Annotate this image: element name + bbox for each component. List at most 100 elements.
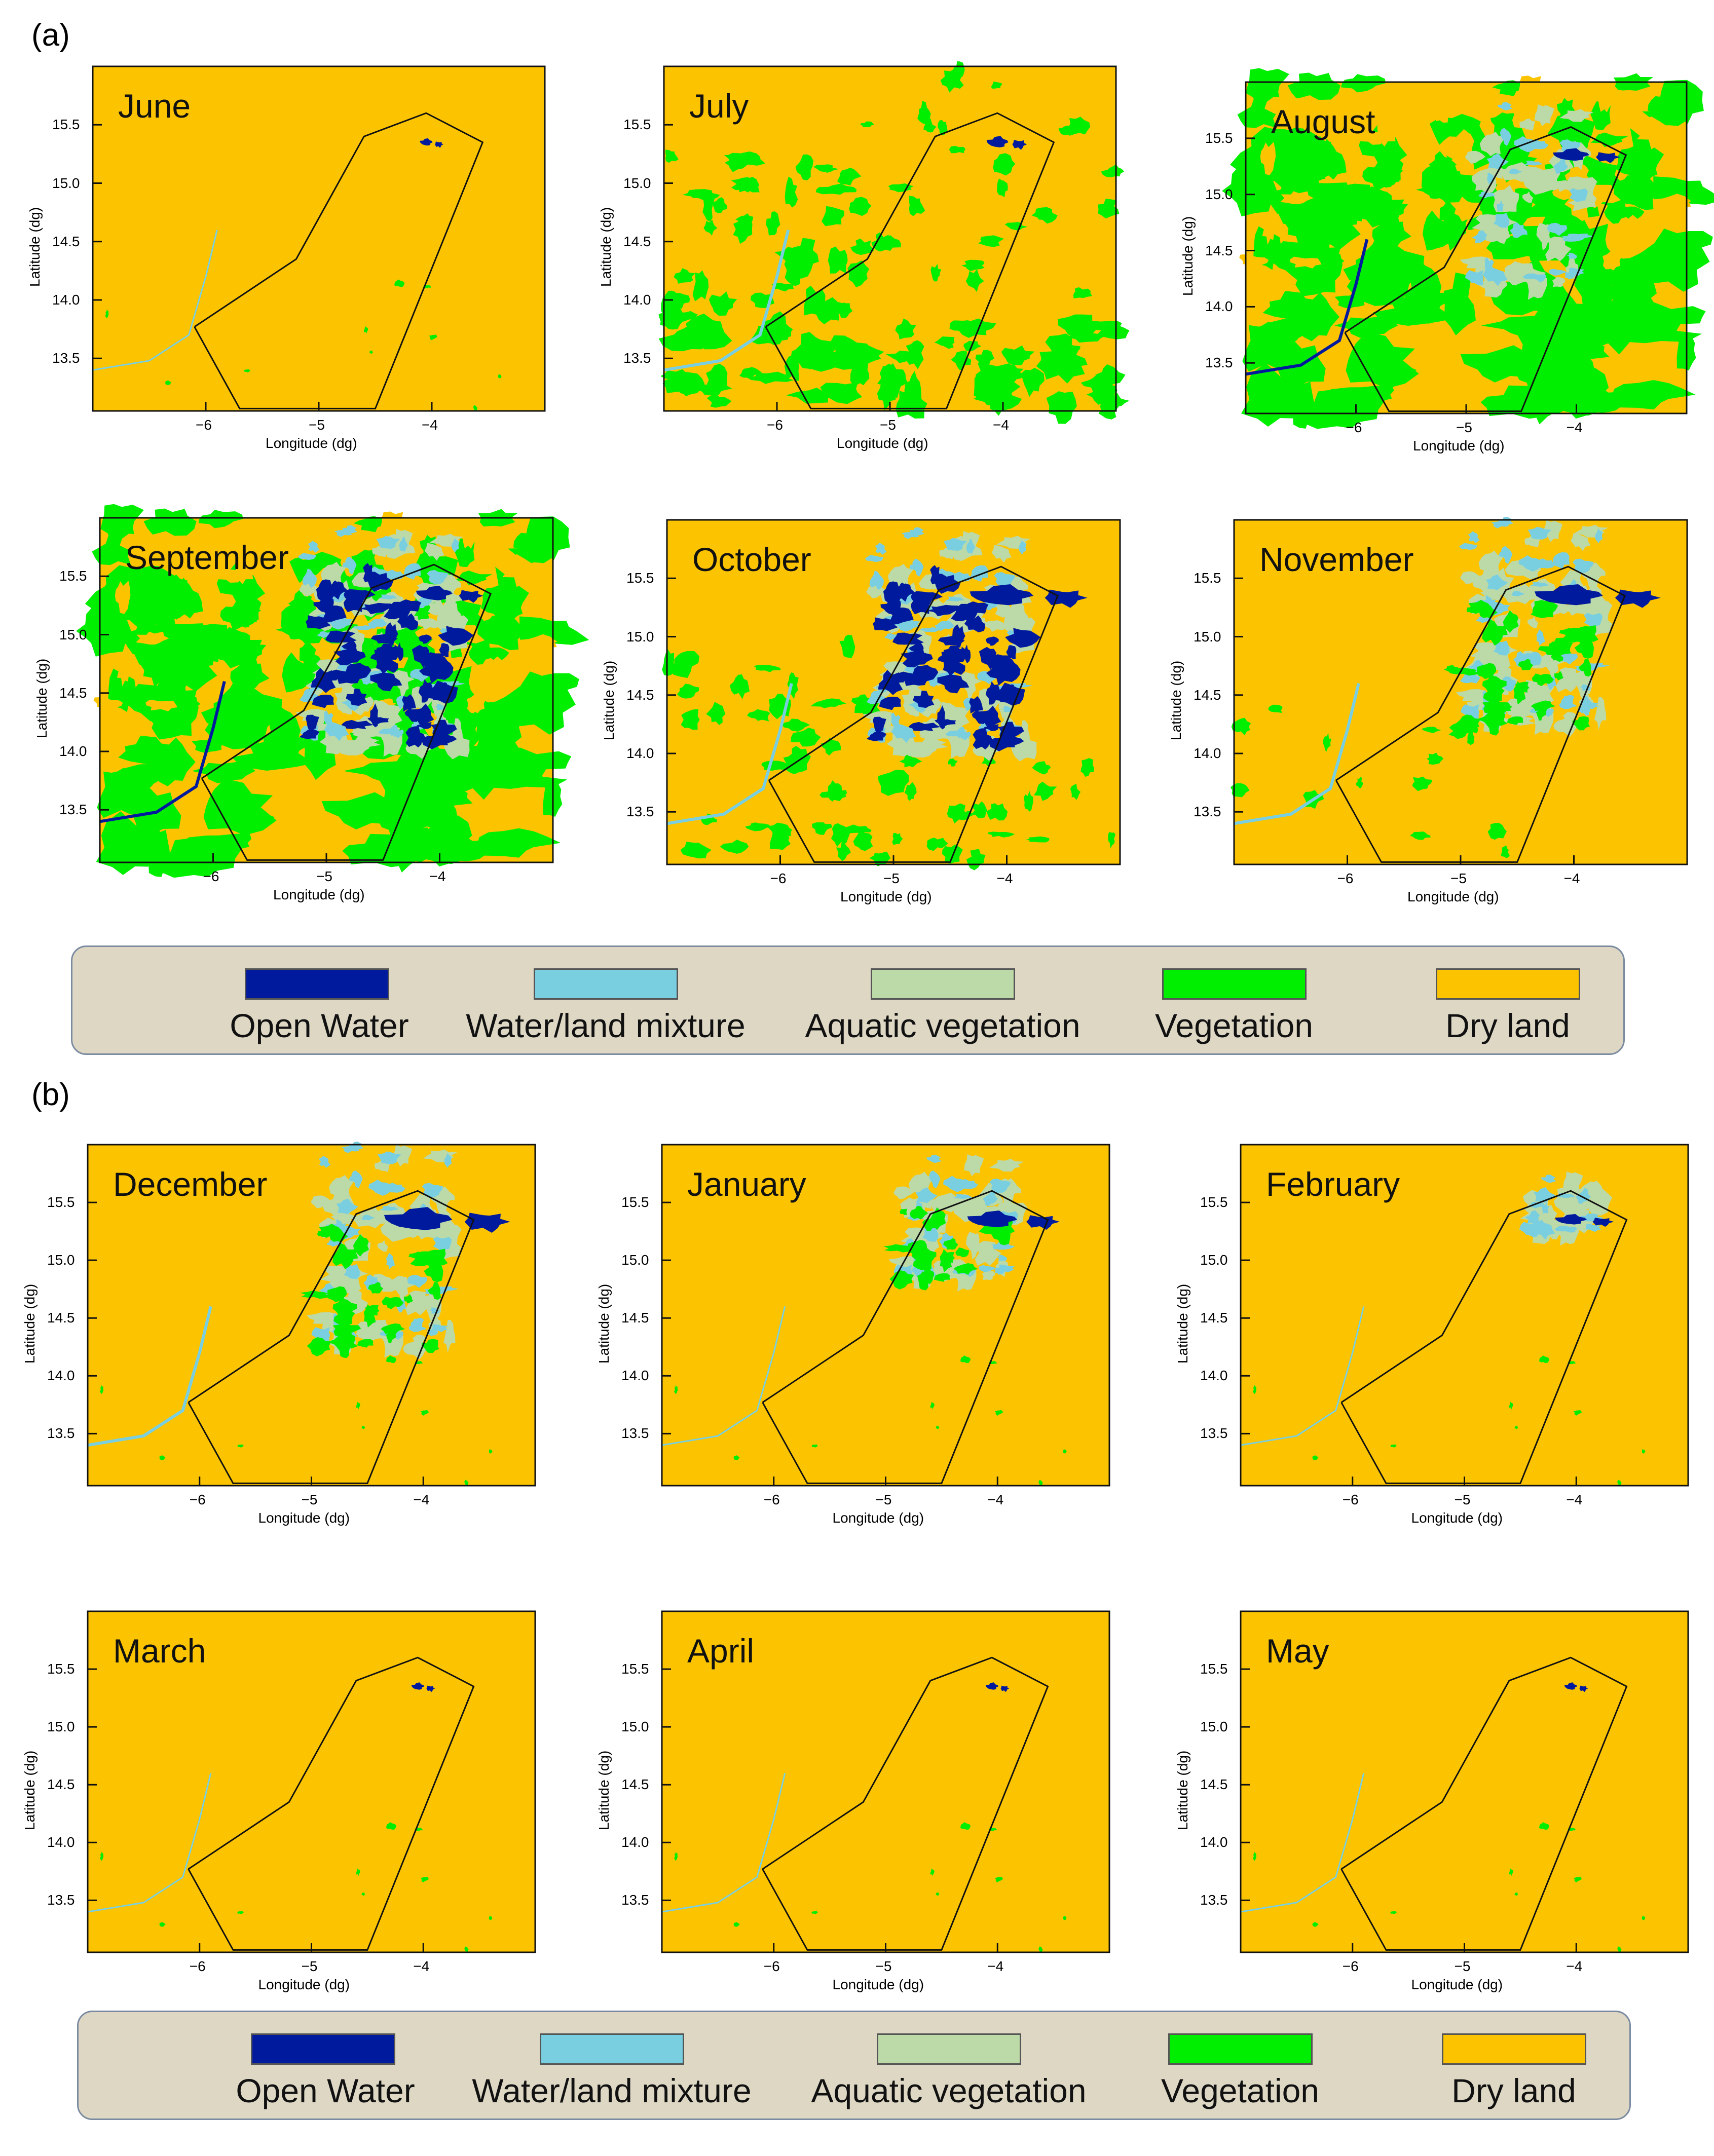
x-axis-title: Longitude (dg): [1407, 889, 1499, 904]
y-tick-label: 15.0: [59, 626, 87, 642]
study-area-polygon: [1344, 126, 1627, 412]
legend-label: Water/land mixture: [466, 1007, 746, 1044]
x-tick-label: −4: [996, 871, 1013, 886]
legend-label: Dry land: [1445, 1007, 1570, 1044]
y-tick-label: 15.0: [623, 175, 651, 191]
x-tick-label: −5: [875, 1492, 892, 1507]
y-tick-label: 13.5: [621, 1892, 649, 1908]
y-tick-label: 15.5: [626, 570, 654, 586]
y-tick-label: 14.5: [626, 687, 654, 703]
y-tick-label: 14.0: [59, 743, 87, 760]
y-tick-label: 15.0: [47, 1719, 75, 1735]
legend: [77, 2011, 1631, 2120]
x-tick-label: −5: [1454, 1492, 1471, 1507]
y-tick-label: 14.5: [621, 1776, 649, 1793]
river-channel: [666, 683, 793, 825]
month-label: September: [125, 539, 289, 576]
x-tick-label: −5: [301, 1958, 318, 1974]
river-channel: [661, 1306, 786, 1446]
y-tick-label: 13.5: [52, 350, 80, 366]
y-tick-label: 13.5: [1200, 1425, 1228, 1442]
x-tick-label: −6: [1342, 1958, 1359, 1974]
y-tick-label: 14.0: [621, 1834, 649, 1850]
y-tick-label: 14.0: [47, 1834, 75, 1850]
y-tick-label: 14.5: [1205, 242, 1233, 258]
dry-land-background: [1241, 1611, 1688, 1952]
y-tick-label: 14.5: [52, 233, 80, 249]
y-tick-label: 15.0: [47, 1252, 75, 1268]
y-tick-label: 15.5: [1194, 570, 1221, 586]
y-tick-label: 15.0: [1200, 1252, 1228, 1268]
y-tick-label: 15.0: [626, 628, 654, 645]
map-plot: [1230, 517, 1688, 865]
legend: [71, 945, 1625, 1055]
y-axis-title: Latitude (dg): [22, 1750, 38, 1830]
x-tick-label: −4: [1566, 1958, 1583, 1974]
legend-swatch: [1442, 2033, 1586, 2065]
section-a-label: (a): [31, 18, 70, 53]
x-tick-label: −6: [763, 1492, 780, 1507]
x-tick-label: −6: [767, 417, 783, 433]
y-axis-title: Latitude (dg): [34, 658, 50, 738]
y-axis-title: Latitude (dg): [596, 1283, 612, 1364]
map-panel: [87, 1141, 536, 1487]
y-tick-label: 15.0: [1205, 186, 1233, 202]
river-channel: [87, 1306, 212, 1447]
y-tick-label: 14.0: [623, 292, 651, 308]
y-tick-label: 15.5: [1205, 130, 1233, 146]
y-tick-label: 13.5: [59, 802, 87, 818]
x-axis-title: Longitude (dg): [1411, 1977, 1503, 1992]
y-tick-label: 15.5: [52, 117, 80, 133]
study-area-polygon: [768, 565, 1059, 863]
x-axis-title: Longitude (dg): [832, 1977, 924, 1992]
x-tick-label: −6: [196, 417, 212, 433]
map-plot: [92, 65, 546, 412]
dry-land-background: [662, 1611, 1109, 1952]
legend-label: Open Water: [230, 1007, 409, 1044]
legend-swatch: [1162, 968, 1307, 1000]
y-tick-label: 14.5: [47, 1776, 75, 1793]
legend-swatch: [1168, 2033, 1313, 2065]
river-channel: [92, 230, 218, 371]
y-tick-label: 15.0: [621, 1719, 649, 1735]
y-axis-title: Latitude (dg): [22, 1283, 38, 1364]
x-axis-title: Longitude (dg): [1413, 438, 1505, 453]
y-tick-label: 14.5: [47, 1310, 75, 1326]
x-tick-label: −6: [763, 1958, 780, 1974]
study-area-polygon: [194, 112, 484, 409]
legend-swatch: [540, 2033, 684, 2065]
y-tick-label: 15.5: [59, 568, 87, 584]
legend-swatch: [871, 968, 1015, 1000]
map-panel: [92, 65, 546, 412]
month-label: July: [689, 87, 749, 125]
study-area-polygon: [201, 563, 492, 861]
x-axis-title: Longitude (dg): [266, 435, 357, 451]
x-axis-title: Longitude (dg): [258, 1510, 350, 1526]
legend-swatch: [251, 2033, 395, 2065]
y-tick-label: 13.5: [47, 1425, 75, 1442]
map-panel: [1230, 517, 1688, 865]
y-tick-label: 14.0: [1205, 298, 1233, 315]
y-tick-label: 15.0: [621, 1252, 649, 1268]
x-axis-title: Longitude (dg): [258, 1977, 350, 1992]
month-label: February: [1266, 1165, 1400, 1203]
x-tick-label: −6: [189, 1958, 206, 1974]
map-plot: [1240, 1144, 1689, 1487]
x-tick-label: −6: [770, 871, 787, 886]
x-axis-title: Longitude (dg): [273, 887, 365, 902]
map-plot: [1222, 68, 1714, 429]
month-label: November: [1259, 541, 1414, 578]
x-tick-label: −4: [1566, 420, 1583, 435]
dry-land-background: [1241, 1145, 1688, 1486]
x-tick-label: −4: [1563, 871, 1580, 886]
river-channel: [1234, 683, 1360, 825]
y-tick-label: 13.5: [1205, 355, 1233, 371]
x-tick-label: −4: [429, 868, 446, 884]
y-tick-label: 13.5: [621, 1425, 649, 1442]
map-panel: [662, 519, 1121, 871]
legend-label: Aquatic vegetation: [811, 2072, 1087, 2109]
y-tick-label: 14.5: [1200, 1776, 1228, 1793]
study-area-polygon: [765, 112, 1055, 409]
river-channel: [1245, 239, 1369, 376]
y-tick-label: 13.5: [1194, 804, 1221, 820]
